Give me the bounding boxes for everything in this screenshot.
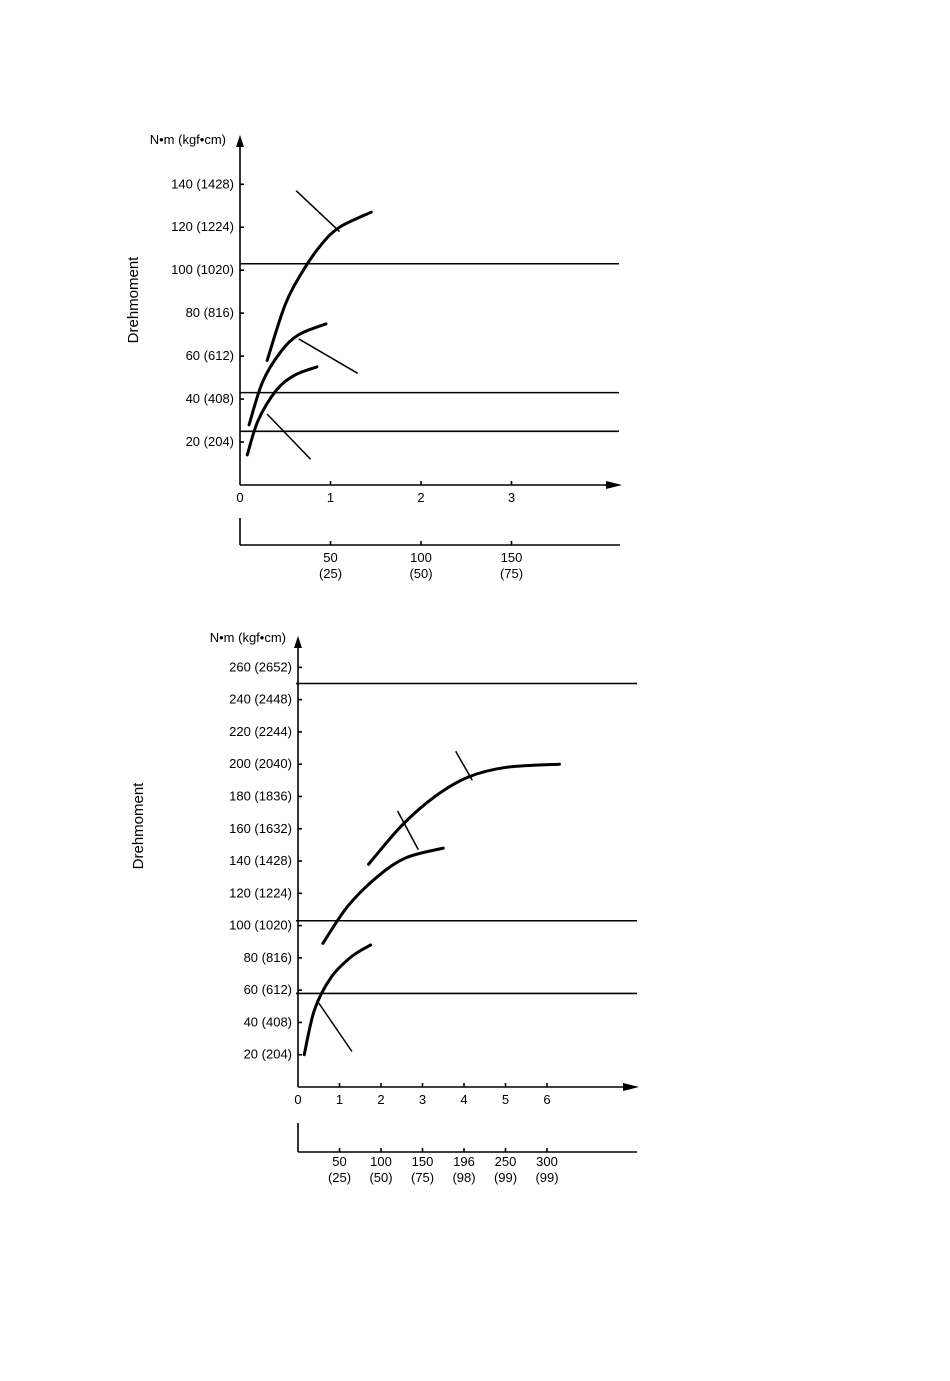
leader-line (298, 338, 359, 374)
secondary-tick-sublabel: (98) (452, 1170, 475, 1185)
y-axis-arrow (236, 135, 244, 147)
x-tick-label: 6 (543, 1092, 550, 1107)
secondary-tick-sublabel: (99) (535, 1170, 558, 1185)
y-tick-label: 120 (1224) (229, 885, 292, 900)
torque-chart-upper: N•m (kgf•cm) Drehmoment 20 (204) 40 (408)… (125, 132, 622, 581)
series-curve (247, 322, 328, 427)
y-tick-label: 80 (816) (244, 950, 292, 965)
secondary-tick-label: 100 (410, 550, 432, 565)
series-curve (245, 365, 319, 457)
secondary-tick-label: 250 (495, 1154, 517, 1169)
leader-line (295, 190, 341, 233)
y-tick-label: 220 (2244) (229, 724, 292, 739)
x-tick-label: 2 (377, 1092, 384, 1107)
x-tick-label: 5 (502, 1092, 509, 1107)
y-axis-title: Drehmoment (130, 782, 147, 870)
y-axis-title: Drehmoment (125, 256, 142, 344)
secondary-tick-label: 50 (332, 1154, 346, 1169)
secondary-tick-sublabel: (99) (494, 1170, 517, 1185)
series-curve (367, 762, 561, 866)
secondary-tick-sublabel: (50) (369, 1170, 392, 1185)
y-unit-label: N•m (kgf•cm) (210, 630, 286, 645)
x-axis-arrow (606, 481, 622, 489)
series-curve (321, 846, 445, 945)
leader-line (318, 1002, 353, 1052)
leader-line (396, 810, 420, 851)
x-tick-label: 4 (460, 1092, 467, 1107)
x-tick-label: 0 (236, 490, 243, 505)
y-axis-arrow (294, 636, 302, 648)
leader-line (455, 750, 473, 781)
y-tick-label: 100 (1020) (171, 262, 234, 277)
y-tick-label: 60 (612) (244, 982, 292, 997)
torque-chart-lower: N•m (kgf•cm) Drehmoment 20 (204) 40 (408)… (130, 630, 639, 1185)
y-tick-label: 20 (204) (186, 434, 234, 449)
y-tick-label: 160 (1632) (229, 821, 292, 836)
x-tick-label: 2 (417, 490, 424, 505)
series-curve (265, 210, 373, 362)
secondary-tick-label: 50 (323, 550, 337, 565)
secondary-tick-label: 150 (412, 1154, 434, 1169)
leader-line (266, 413, 312, 460)
y-tick-label: 80 (816) (186, 305, 234, 320)
x-axis-arrow (623, 1083, 639, 1091)
x-tick-label: 0 (294, 1092, 301, 1107)
y-tick-label: 180 (1836) (229, 788, 292, 803)
secondary-tick-sublabel: (50) (409, 566, 432, 581)
x-tick-label: 1 (327, 490, 334, 505)
y-tick-label: 140 (1428) (229, 853, 292, 868)
secondary-tick-label: 100 (370, 1154, 392, 1169)
y-tick-label: 60 (612) (186, 348, 234, 363)
y-tick-label: 20 (204) (244, 1047, 292, 1062)
y-tick-label: 200 (2040) (229, 756, 292, 771)
secondary-tick-label: 150 (501, 550, 523, 565)
x-tick-label: 3 (419, 1092, 426, 1107)
secondary-tick-label: 300 (536, 1154, 558, 1169)
y-tick-label: 140 (1428) (171, 176, 234, 191)
y-unit-label: N•m (kgf•cm) (150, 132, 226, 147)
y-tick-label: 100 (1020) (229, 918, 292, 933)
y-tick-label: 120 (1224) (171, 219, 234, 234)
series-curve (302, 943, 373, 1057)
y-tick-label: 40 (408) (186, 391, 234, 406)
secondary-tick-sublabel: (25) (319, 566, 342, 581)
y-tick-label: 260 (2652) (229, 659, 292, 674)
secondary-tick-sublabel: (75) (500, 566, 523, 581)
x-tick-label: 1 (336, 1092, 343, 1107)
secondary-tick-label: 196 (453, 1154, 475, 1169)
y-tick-label: 40 (408) (244, 1014, 292, 1029)
secondary-tick-sublabel: (75) (411, 1170, 434, 1185)
y-tick-label: 240 (2448) (229, 692, 292, 707)
x-tick-label: 3 (508, 490, 515, 505)
secondary-tick-sublabel: (25) (328, 1170, 351, 1185)
